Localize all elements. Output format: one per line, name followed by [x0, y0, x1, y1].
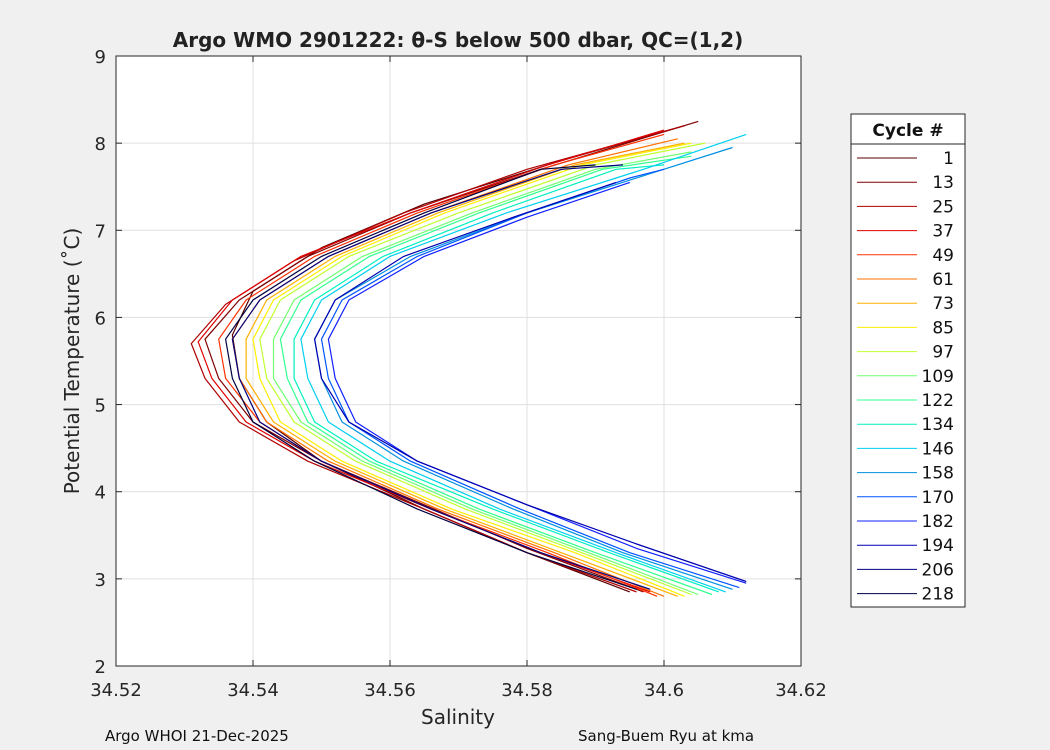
legend-label-170: 170 [922, 488, 954, 508]
y-tick-label: 2 [95, 657, 106, 678]
legend-items: 1 13 25 37 49 61 73 85 97 109 122 134 146 158 170 182 19… [857, 149, 954, 605]
x-tick-label: 34.56 [364, 680, 416, 701]
series-line-cycle-146 [300, 133, 747, 593]
x-tick-label: 34.62 [775, 680, 827, 701]
legend-label-73: 73 [932, 294, 954, 314]
legend-label-146: 146 [922, 439, 954, 459]
footer-right: Sang-Buem Ryu at kma [578, 727, 754, 745]
legend-label-206: 206 [922, 560, 954, 580]
legend-label-194: 194 [922, 536, 954, 556]
legend-label-122: 122 [922, 391, 954, 411]
legend-label-1: 1 [943, 149, 954, 169]
y-tick-label: 6 [95, 308, 106, 329]
legend-label-134: 134 [922, 415, 954, 435]
series-line-cycle-85 [252, 142, 692, 597]
y-tick-label: 9 [95, 47, 106, 68]
x-tick-label: 34.6 [644, 680, 684, 701]
x-tick-label: 34.52 [90, 680, 142, 701]
y-tick-label: 7 [95, 221, 106, 242]
y-axis-ticks: 2 3 4 5 6 7 8 9 [95, 47, 801, 678]
series-line-cycle-182 [327, 181, 747, 584]
legend-label-85: 85 [932, 318, 954, 338]
legend-label-13: 13 [932, 173, 954, 193]
y-tick-label: 4 [95, 483, 106, 504]
legend-title: Cycle # [872, 121, 943, 141]
legend-box [850, 113, 966, 608]
series-line-cycle-134 [293, 164, 720, 593]
y-tick-label: 3 [95, 570, 106, 591]
series-line-cycle-218 [225, 164, 637, 590]
x-axis-ticks: 34.52 34.54 34.56 34.58 34.6 34.62 [90, 56, 827, 701]
legend-label-61: 61 [932, 270, 954, 290]
x-tick-label: 34.54 [227, 680, 279, 701]
footer-left: Argo WHOI 21-Dec-2025 [105, 727, 289, 745]
y-tick-label: 8 [95, 134, 106, 155]
chart-title: Argo WMO 2901222: θ-S below 500 dbar, QC… [173, 28, 743, 52]
legend-label-37: 37 [932, 222, 954, 242]
legend-label-25: 25 [932, 197, 954, 217]
series-line-cycle-122 [279, 155, 713, 596]
series-line-cycle-206 [231, 164, 651, 590]
legend-label-218: 218 [922, 585, 954, 605]
series-line-cycle-109 [272, 151, 699, 596]
y-tick-label: 5 [95, 396, 106, 417]
series-line-cycle-73 [245, 142, 685, 597]
legend-label-97: 97 [932, 343, 954, 363]
series-line-cycle-97 [259, 142, 706, 596]
series-line-cycle-194 [314, 181, 747, 583]
legend-label-182: 182 [922, 512, 954, 532]
legend-label-158: 158 [922, 464, 954, 484]
legend-label-49: 49 [932, 246, 954, 266]
x-axis-label: Salinity [421, 705, 495, 729]
series-line-cycle-25 [190, 125, 685, 593]
plot-frame [115, 55, 802, 667]
legend: Cycle # 1 13 25 37 49 61 73 85 97 109 122 134 146 158… [850, 113, 966, 608]
x-tick-label: 34.58 [501, 680, 553, 701]
series-lines [190, 120, 747, 597]
legend-label-109: 109 [922, 367, 954, 387]
y-axis-label: Potential Temperature (˚C) [60, 228, 84, 495]
